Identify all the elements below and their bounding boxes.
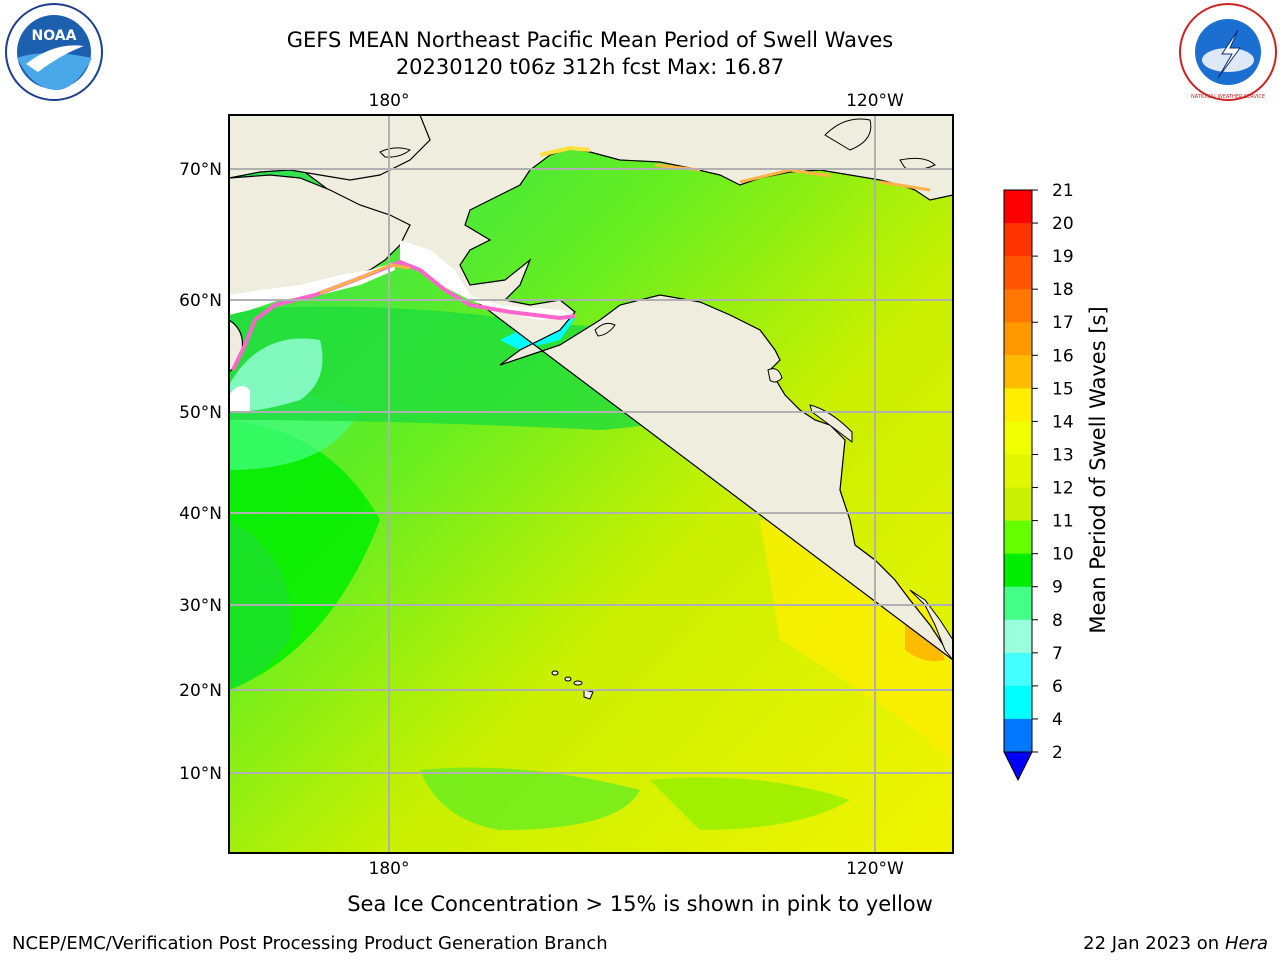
colorbar-tick-label: 15	[1052, 379, 1074, 399]
colorbar-tick-label: 4	[1052, 710, 1063, 730]
colorbar-segment	[1004, 553, 1032, 588]
colorbar-tick-label: 14	[1052, 412, 1074, 432]
noaa-logo-text: NOAA	[32, 28, 77, 44]
footer-host: Hera	[1224, 933, 1268, 954]
colorbar-frame	[1003, 189, 1033, 753]
forecast-subtitle: 20230120 t06z 312h fcst Max: 16.87	[395, 55, 785, 79]
colorbar-segment	[1004, 355, 1032, 389]
colorbar-segment	[1004, 487, 1032, 522]
colorbar-label: Mean Period of Swell Waves [s]	[1086, 306, 1110, 634]
western-sea-ice	[229, 262, 395, 315]
colorbar-tick-label: 17	[1052, 313, 1074, 333]
colorbar-segment	[1004, 520, 1032, 555]
colorbar-segment	[1004, 685, 1032, 720]
colorbar-tick-label: 8	[1052, 611, 1063, 631]
graticule	[229, 115, 953, 853]
lat-label-30n: 30°N	[179, 596, 222, 616]
arctic-island	[824, 118, 872, 151]
colorbar-tick-label: 13	[1052, 445, 1074, 465]
low-period-patch	[229, 386, 250, 412]
colorbar-tick-label: 20	[1052, 214, 1074, 234]
lon-label-bottom-180: 180°	[369, 859, 410, 879]
colorbar-tick-label: 12	[1052, 479, 1074, 499]
colorbar-segment	[1004, 619, 1032, 654]
vancouver-island	[809, 404, 853, 444]
producer-credit: NCEP/EMC/Verification Post Processing Pr…	[12, 933, 608, 954]
haida-gwaii	[767, 368, 783, 383]
map-title: GEFS MEAN Northeast Pacific Mean Period …	[286, 28, 894, 52]
noaa-logo: NOAA	[5, 3, 103, 101]
colorbar-tick-label: 21	[1052, 181, 1074, 201]
colorbar-tick-label: 7	[1052, 644, 1063, 664]
colorbar-segment	[1004, 652, 1032, 687]
colorbar-tick-label: 16	[1052, 346, 1074, 366]
lat-label-10n: 10°N	[179, 764, 222, 784]
colorbar-segment	[1004, 289, 1032, 323]
nws-logo: NATIONAL WEATHER SERVICE	[1179, 3, 1277, 101]
colorbar-tick-label: 18	[1052, 280, 1074, 300]
colorbar-segment	[1004, 586, 1032, 621]
hawaii-islands	[551, 670, 594, 700]
lat-label-20n: 20°N	[179, 681, 222, 701]
map-frame	[228, 114, 954, 854]
colorbar-segment	[1004, 454, 1032, 489]
tropical-green-band-east	[650, 777, 850, 830]
colorbar: 21 20 19 18 17 16 15 14 13 12 11 10 9 8 7 6 4 2	[1003, 181, 1074, 782]
colorbar-tick-label: 19	[1052, 247, 1074, 267]
tropical-green-band	[420, 767, 640, 830]
colorbar-tick-label: 6	[1052, 677, 1063, 697]
lat-label-50n: 50°N	[179, 403, 222, 423]
colorbar-segment	[1004, 421, 1032, 455]
colorbar-segment	[1004, 718, 1032, 752]
colorbar-tick-label: 10	[1052, 545, 1074, 565]
sea-ice-edge-orange	[319, 263, 411, 295]
light-cyan-region	[229, 338, 323, 412]
kodiak-island	[594, 322, 616, 337]
lat-label-70n: 70°N	[179, 160, 222, 180]
map-area	[229, 115, 953, 853]
lon-label-bottom-120w: 120°W	[846, 859, 904, 879]
colorbar-segment	[1004, 223, 1032, 257]
colorbar-segment	[1004, 256, 1032, 290]
colorbar-tick-label: 11	[1052, 512, 1074, 532]
colorbar-segment	[1004, 388, 1032, 422]
colorbar-tick-label: 9	[1052, 578, 1063, 598]
baja-california	[909, 589, 953, 661]
siberia-landmass	[229, 115, 431, 181]
arctic-ice-fringe	[539, 145, 591, 157]
colorbar-segment	[1004, 190, 1032, 224]
colorbar-tick-label: 2	[1052, 743, 1063, 763]
lon-label-top-120w: 120°W	[846, 91, 904, 111]
footer-date: 22 Jan 2023 on	[1083, 933, 1220, 954]
yellow-swell-region	[760, 520, 953, 760]
lat-label-60n: 60°N	[179, 291, 222, 311]
colorbar-segment	[1004, 322, 1032, 356]
lon-label-top-180: 180°	[369, 91, 410, 111]
lat-label-40n: 40°N	[179, 504, 222, 524]
generation-date: 22 Jan 2023 on Hera	[1083, 933, 1268, 954]
nws-logo-text: NATIONAL WEATHER SERVICE	[1191, 94, 1265, 100]
colorbar-extend-arrow	[1003, 751, 1033, 782]
sea-ice-note: Sea Ice Concentration > 15% is shown in …	[347, 892, 933, 916]
